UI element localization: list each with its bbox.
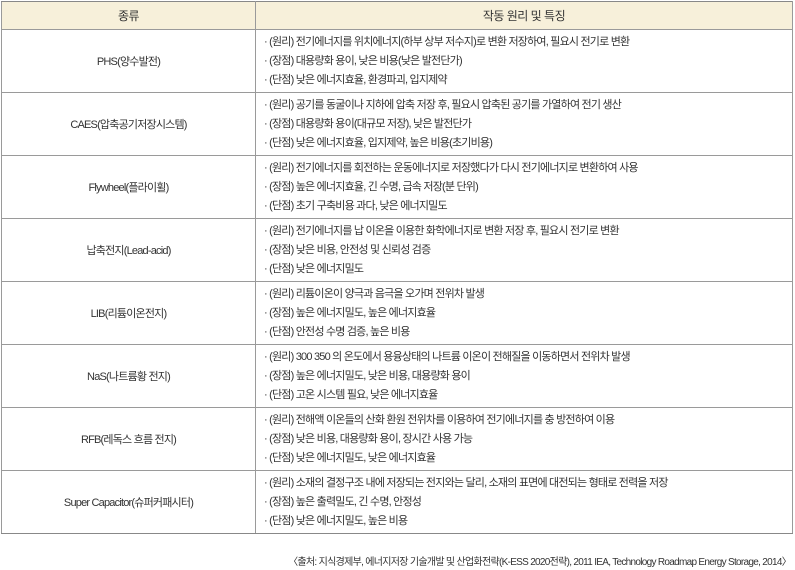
- description-line: · (단점) 낮은 에너지밀도: [264, 262, 364, 275]
- source-caption: 〈출처: 지식경제부, 에너지저장 기술개발 및 산업화전략(K-ESS 202…: [288, 557, 792, 568]
- storage-type-cell: Flywheel(플라이휠): [1, 155, 256, 219]
- description-line: · (원리) 공기를 동굴이나 지하에 압축 저장 후, 필요시 압축된 공기를…: [264, 98, 622, 111]
- description-line: · (장점) 높은 출력밀도, 긴 수명, 안정성: [264, 495, 422, 508]
- header-description: 작동 원리 및 특징: [255, 1, 793, 30]
- table-body: PHS(양수발전) · (원리) 전기에너지를 위치에너지(하부 상부 저수지)로…: [1, 29, 793, 534]
- description-line: · (원리) 전해액 이온들의 산화 환원 전위차를 이용하여 전기에너지를 충…: [264, 413, 615, 426]
- description-line: · (원리) 전기에너지를 위치에너지(하부 상부 저수지)로 변환 저장하여,…: [264, 35, 630, 48]
- description-line: · (장점) 높은 에너지밀도, 높은 에너지효율: [264, 306, 436, 319]
- description-line: · (원리) 리튬이온이 양극과 음극을 오가며 전위차 발생: [264, 287, 485, 300]
- description-cell: · (원리) 300 350 의 온도에서 용융상태의 나트륨 이온이 전해질을…: [255, 344, 793, 408]
- table-row: 납축전지(Lead-acid) · (원리) 전기에너지를 납 이온을 이용한 화…: [1, 218, 793, 282]
- storage-type-cell: LIB(리튬이온전지): [1, 281, 256, 345]
- energy-storage-table: 종류 작동 원리 및 특징 PHS(양수발전) · (원리) 전기에너지를 위치에…: [1, 1, 793, 534]
- storage-type-cell: RFB(레독스 흐름 전지): [1, 407, 256, 471]
- table-row: Super Capacitor(슈퍼커패시터) · (원리) 소재의 결정구조 내…: [1, 470, 793, 534]
- description-line: · (장점) 낮은 비용, 안전성 및 신뢰성 검증: [264, 243, 431, 256]
- storage-type-cell: PHS(양수발전): [1, 29, 256, 93]
- header-type: 종류: [1, 1, 256, 30]
- description-line: · (원리) 전기에너지를 회전하는 운동에너지로 저장했다가 다시 전기에너지…: [264, 161, 639, 174]
- table-row: NaS(나트륨황 전지) · (원리) 300 350 의 온도에서 용융상태의 …: [1, 344, 793, 408]
- description-line: · (단점) 초기 구축비용 과다, 낮은 에너지밀도: [264, 199, 448, 212]
- description-line: · (단점) 낮은 에너지효율, 입지제약, 높은 비용(초기비용): [264, 136, 493, 149]
- storage-type-cell: NaS(나트륨황 전지): [1, 344, 256, 408]
- description-cell: · (원리) 전기에너지를 납 이온을 이용한 화학에너지로 변환 저장 후, …: [255, 218, 793, 282]
- description-line: · (장점) 낮은 비용, 대용량화 용이, 장시간 사용 가능: [264, 432, 473, 445]
- description-line: · (단점) 안전성 수명 검증, 높은 비용: [264, 325, 410, 338]
- description-line: · (장점) 대용량화 용이(대규모 저장), 낮은 발전단가: [264, 117, 472, 130]
- description-cell: · (원리) 리튬이온이 양극과 음극을 오가며 전위차 발생 · (장점) 높은…: [255, 281, 793, 345]
- table-row: CAES(압축공기저장시스템) · (원리) 공기를 동굴이나 지하에 압축 저장…: [1, 92, 793, 156]
- description-line: · (단점) 낮은 에너지밀도, 높은 비용: [264, 514, 408, 527]
- description-line: · (원리) 소재의 결정구조 내에 저장되는 전지와는 달리, 소재의 표면에…: [264, 476, 668, 489]
- table-row: RFB(레독스 흐름 전지) · (원리) 전해액 이온들의 산화 환원 전위차를…: [1, 407, 793, 471]
- description-line: · (장점) 대용량화 용이, 낮은 비용(낮은 발전단가): [264, 54, 463, 67]
- storage-type-cell: 납축전지(Lead-acid): [1, 218, 256, 282]
- description-cell: · (원리) 전기에너지를 회전하는 운동에너지로 저장했다가 다시 전기에너지…: [255, 155, 793, 219]
- description-line: · (장점) 높은 에너지밀도, 낮은 비용, 대용량화 용이: [264, 369, 471, 382]
- table-row: PHS(양수발전) · (원리) 전기에너지를 위치에너지(하부 상부 저수지)로…: [1, 29, 793, 93]
- description-cell: · (원리) 전기에너지를 위치에너지(하부 상부 저수지)로 변환 저장하여,…: [255, 29, 793, 93]
- storage-type-cell: Super Capacitor(슈퍼커패시터): [1, 470, 256, 534]
- description-line: · (원리) 전기에너지를 납 이온을 이용한 화학에너지로 변환 저장 후, …: [264, 224, 620, 237]
- description-line: · (단점) 낮은 에너지밀도, 낮은 에너지효율: [264, 451, 436, 464]
- description-line: · (장점) 높은 에너지효율, 긴 수명, 급속 저장(분 단위): [264, 180, 479, 193]
- description-cell: · (원리) 전해액 이온들의 산화 환원 전위차를 이용하여 전기에너지를 충…: [255, 407, 793, 471]
- table-row: Flywheel(플라이휠) · (원리) 전기에너지를 회전하는 운동에너지로 …: [1, 155, 793, 219]
- description-cell: · (원리) 소재의 결정구조 내에 저장되는 전지와는 달리, 소재의 표면에…: [255, 470, 793, 534]
- table-row: LIB(리튬이온전지) · (원리) 리튬이온이 양극과 음극을 오가며 전위차 …: [1, 281, 793, 345]
- description-cell: · (원리) 공기를 동굴이나 지하에 압축 저장 후, 필요시 압축된 공기를…: [255, 92, 793, 156]
- storage-type-cell: CAES(압축공기저장시스템): [1, 92, 256, 156]
- table-header-row: 종류 작동 원리 및 특징: [1, 1, 793, 30]
- description-line: · (원리) 300 350 의 온도에서 용융상태의 나트륨 이온이 전해질을…: [264, 350, 631, 363]
- description-line: · (단점) 낮은 에너지효율, 환경파괴, 입지제약: [264, 73, 448, 86]
- description-line: · (단점) 고온 시스템 필요, 낮은 에너지효율: [264, 388, 438, 401]
